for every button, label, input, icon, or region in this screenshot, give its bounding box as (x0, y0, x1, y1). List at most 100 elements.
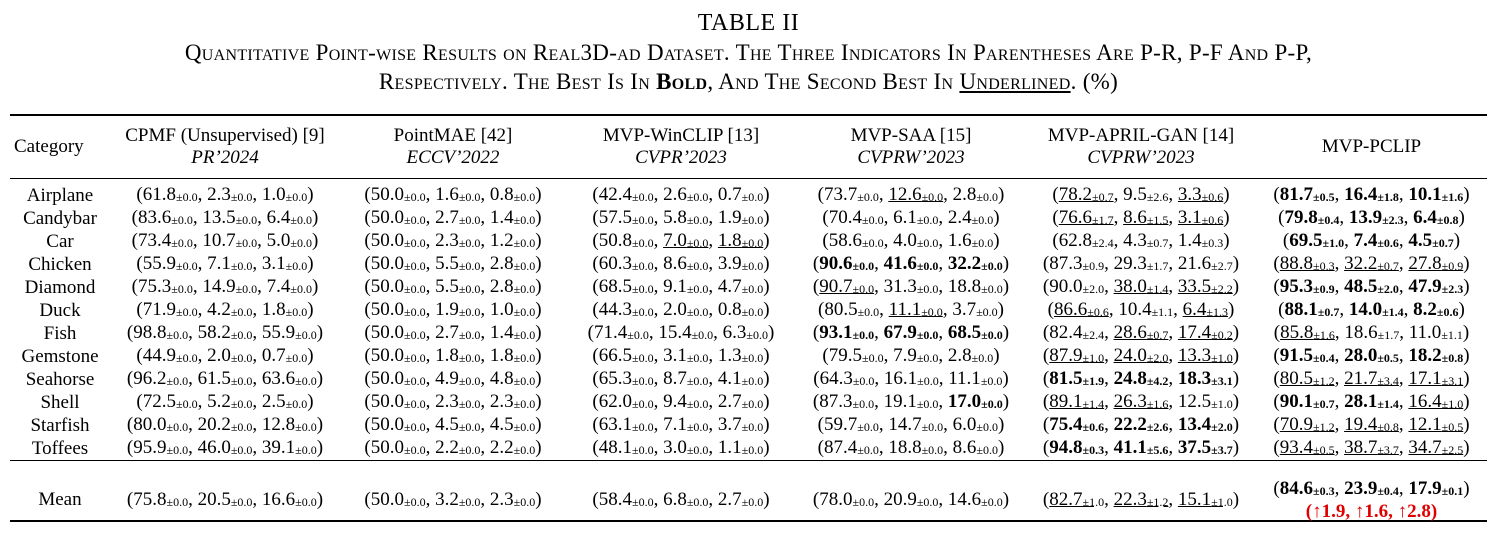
separator: , (1168, 437, 1178, 458)
metric-mean: 4.3 (1123, 230, 1147, 251)
metric-value: 1.0±0.0 (262, 184, 307, 205)
result-cell: (71.9±0.0, 4.2±0.0, 1.8±0.0) (110, 299, 340, 322)
result-cell: (91.5±0.4, 28.0±0.5, 18.2±0.8) (1256, 345, 1487, 368)
metric-value: 50.0±0.0 (371, 230, 426, 251)
metric-std: ±0.0 (513, 494, 536, 509)
table-row: Airplane (61.8±0.0, 2.3±0.0, 1.0±0.0) (50.… (10, 178, 1487, 207)
metric-std: ±0.7 (1091, 190, 1114, 204)
paren: ) (316, 488, 324, 510)
paren: ( (1278, 207, 1285, 228)
metric-std: ±1.1 (1441, 328, 1463, 342)
separator: , (1104, 322, 1114, 343)
result-cell: (50.0±0.0, 2.2±0.0, 2.2±0.0) (340, 437, 566, 460)
metric-value: 22.3±1.2 (1114, 489, 1169, 510)
separator: , (1168, 184, 1178, 205)
metric-std: ±0.0 (513, 328, 536, 342)
separator: , (1113, 230, 1124, 251)
metric-std: ±0.0 (513, 397, 536, 411)
metric-value: 18.8±0.0 (888, 437, 943, 458)
metric-value: 1.3±0.0 (718, 345, 763, 366)
separator: , (938, 230, 948, 251)
separator: , (653, 207, 664, 228)
metric-std: ±0.0 (290, 282, 313, 296)
metric-mean: 29.3 (1113, 253, 1147, 274)
metric-mean: 50.0 (370, 437, 404, 458)
metric-std: ±0.0 (852, 397, 875, 411)
separator: , (874, 276, 884, 297)
metric-value: 66.5±0.0 (599, 345, 654, 366)
metric-std: ±0.0 (513, 213, 536, 227)
metric-std: ±0.0 (981, 328, 1003, 342)
category-cell: Car (46, 230, 74, 252)
metric-value: 3.0±0.0 (663, 437, 708, 458)
paren: ) (312, 207, 319, 228)
metric-std: ±1.2 (1312, 374, 1335, 388)
metric-std: ±0.0 (458, 236, 481, 250)
paren: ) (307, 184, 314, 205)
separator: , (252, 488, 262, 510)
separator: , (480, 207, 490, 228)
metric-std: ±0.7 (1146, 236, 1169, 250)
metric-value: 70.9±1.2 (1280, 414, 1335, 435)
separator: , (425, 368, 436, 389)
metric-value: 4.0±0.0 (893, 230, 938, 251)
metric-mean: 83.6 (137, 207, 172, 228)
metric-std: ±0.1 (1441, 483, 1464, 498)
metric-mean: 9.1 (663, 276, 687, 297)
paren: ) (763, 345, 770, 366)
separator: , (883, 345, 894, 366)
paren: ) (535, 207, 542, 228)
result-cell: (94.8±0.3, 41.1±5.6, 37.5±3.7) (1026, 437, 1256, 460)
paren: ( (592, 414, 599, 435)
metric-value: 62.0±0.0 (599, 391, 654, 412)
metric-std: ±0.6 (1082, 420, 1105, 434)
metric-std: ±0.0 (403, 282, 426, 296)
metric-mean: 58.6 (828, 230, 862, 251)
metric-mean: 1.9 (717, 207, 742, 228)
paren: ( (126, 488, 134, 510)
paren: ( (364, 276, 371, 297)
separator: , (1113, 184, 1124, 205)
paren: ) (1232, 368, 1240, 389)
metric-value: 38.0±1.4 (1114, 276, 1169, 297)
metric-std: ±0.0 (290, 213, 313, 227)
result-cell: (82.7±1.0, 22.3±1.2, 15.1±1.0) (1026, 470, 1256, 530)
metric-mean: 11.1 (888, 299, 922, 320)
metric-value: 64.3±0.0 (820, 368, 875, 389)
table-row: Fish (98.8±0.0, 58.2±0.0, 55.9±0.0) (50.0±… (10, 322, 1487, 345)
metric-value: 42.4±0.0 (599, 184, 654, 205)
metric-value: 33.5±2.2 (1178, 276, 1233, 297)
metric-std: ±0.0 (295, 420, 317, 434)
metric-std: ±3.7 (1377, 443, 1399, 457)
paren: ( (1273, 322, 1281, 343)
metric-std: ±0.0 (916, 259, 939, 273)
result-cell: (50.0±0.0, 1.6±0.0, 0.8±0.0) (340, 178, 566, 207)
metric-mean: 8.2 (1413, 299, 1437, 320)
metric-value: 50.0±0.0 (371, 299, 426, 320)
metric-mean: 0.7 (717, 184, 742, 205)
metric-value: 96.2±0.0 (133, 368, 188, 389)
metric-mean: 87.3 (1049, 253, 1083, 274)
metric-mean: 50.8 (598, 230, 632, 251)
paren: ( (1273, 253, 1280, 274)
separator: , (188, 437, 198, 458)
metric-value: 1.2±0.0 (490, 230, 535, 251)
paren: ( (817, 437, 824, 458)
metric-value: 5.8±0.0 (663, 207, 708, 228)
metric-std: ±1.7 (1377, 328, 1400, 342)
metric-value: 6.4±0.0 (267, 207, 312, 228)
paren: ( (1042, 253, 1050, 274)
result-cell: (79.8±0.4, 13.9±2.3, 6.4±0.8) (1256, 207, 1487, 230)
paren: ( (136, 299, 143, 320)
metric-std: ±0.0 (857, 190, 879, 204)
metric-std: ±0.0 (741, 305, 764, 319)
separator: , (1339, 299, 1349, 320)
metric-std: ±0.0 (403, 190, 426, 204)
metric-value: 13.4±2.0 (1178, 414, 1233, 435)
paren: ( (131, 276, 138, 297)
metric-std: ±0.0 (403, 443, 426, 457)
paren: ) (1232, 276, 1240, 297)
paren: ( (812, 488, 820, 510)
caption-text: , And The Second Best In (707, 69, 960, 94)
metric-mean: 41.1 (1113, 437, 1147, 458)
